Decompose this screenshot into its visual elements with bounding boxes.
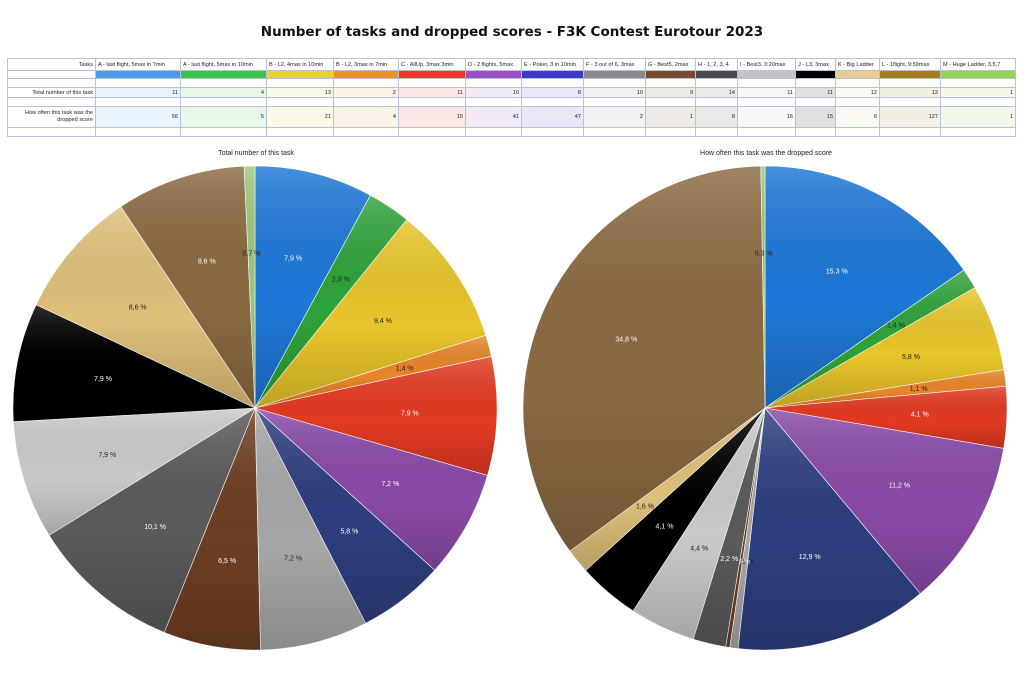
pie-dropped-slice-shading	[737, 408, 921, 651]
pie-dropped-slice-shading	[633, 408, 765, 640]
total-row: Total number of this task 11 4 13 2 11 10 8 10 9…	[7, 87, 1016, 98]
pie-dropped-slice-label: 4,4 %	[690, 546, 708, 553]
pie-total-slice-shading	[255, 408, 366, 650]
dropped-value-cell: 6	[835, 106, 880, 128]
pie-dropped-slice-label: 0,3 %	[755, 251, 773, 258]
pie-dropped-slice-shading	[765, 287, 1004, 408]
pie-dropped-slice-label: 5,8 %	[902, 354, 920, 361]
dropped-value-cell: 41	[465, 106, 522, 128]
pie-total-slice-shading	[255, 408, 488, 571]
pie-dropped-slice-label: 0,5 %	[736, 559, 754, 566]
pie-total-slice-shading	[255, 166, 371, 408]
pie-total-slice-shading	[244, 166, 255, 408]
pie-dropped-slice-label: 2,2 %	[720, 556, 738, 563]
pie-dropped-slice-label: 1,4 %	[887, 323, 905, 330]
pie-total-slice-label: 7,9 %	[401, 411, 419, 418]
pie-dropped-slice-shading	[765, 270, 975, 408]
task-table: Tasks A - last flight, 5max in 7min A - l…	[7, 58, 1016, 137]
page-title: Number of tasks and dropped scores - F3K…	[260, 24, 764, 40]
dropped-value-cell: 15	[795, 106, 836, 128]
pie-dropped-slice-shading	[760, 166, 765, 408]
pie-dropped-slice-shading	[693, 408, 765, 647]
pie-chart-dropped: 15,3 % 1,4 % 5,8 % 1,1 % 4,1 % 11,2 % 12,9 % 0,…	[522, 165, 1008, 651]
pie-dropped-slice-label: 34,8 %	[615, 337, 637, 344]
pie-total-slice-shading	[13, 304, 256, 422]
pie-total-slice-label: 6,5 %	[218, 558, 236, 565]
pie-dropped-slice-label: 4,1 %	[656, 523, 674, 530]
dropped-value-cell: 16	[737, 106, 796, 128]
dropped-value-cell: 15	[398, 106, 466, 128]
pie-total-slice-shading	[120, 166, 255, 408]
pie-total-slice-shading	[164, 408, 261, 651]
pie-dropped-slice-shading	[765, 408, 1004, 594]
pie-total-slice-label: 9,4 %	[374, 318, 392, 325]
pie-dropped-slice-label: 0,3 %	[732, 559, 750, 566]
pie-total-slice-label: 8,6 %	[198, 258, 216, 265]
pie-right-title: How often this task was the dropped scor…	[700, 150, 832, 157]
pie-dropped-slice-label: 1,1 %	[910, 386, 928, 393]
pie-dropped-slice-shading	[585, 408, 765, 611]
pie-total-slice-label: 8,6 %	[129, 304, 147, 311]
pie-total-slice-shading	[255, 356, 497, 476]
pie-total-slice-label: 10,1 %	[144, 524, 166, 531]
pie-total-slice-label: 5,8 %	[340, 528, 358, 535]
color-swatch-row	[7, 70, 1016, 79]
pie-total-slice-shading	[255, 195, 407, 408]
dropped-value-cell: 5	[180, 106, 267, 128]
pie-dropped-slice-shading	[522, 166, 765, 552]
dropped-value-cell: 21	[266, 106, 334, 128]
pie-total-slice-shading	[255, 408, 435, 624]
pie-dropped-slice-label: 4,1 %	[911, 412, 929, 419]
pie-dropped-slice-label: 12,9 %	[799, 554, 821, 561]
pie-total-slice-label: 2,9 %	[332, 277, 350, 284]
pie-total-slice-shading	[255, 219, 486, 408]
pie-dropped-slice-label: 15,3 %	[826, 268, 848, 275]
pie-total-slice-shading	[13, 408, 256, 536]
pie-total-slice-label: 7,2 %	[381, 481, 399, 488]
pie-total-slice-label: 7,9 %	[98, 452, 116, 459]
pie-total-slice-label: 7,9 %	[284, 255, 302, 262]
pie-total-slice-label: 7,2 %	[284, 556, 302, 563]
pie-dropped-slice-shading	[569, 408, 765, 571]
pie-chart-total: 7,9 % 2,9 % 9,4 % 1,4 % 7,9 % 7,2 % 5,8 % 7,2 %…	[12, 165, 498, 651]
pie-total-slice-label: 7,9 %	[94, 376, 112, 383]
pie-total-slice-shading	[36, 206, 255, 408]
pie-dropped-slice-shading	[765, 386, 1007, 449]
pie-dropped-slice-shading	[765, 166, 964, 408]
pie-left-title: Total number of this task	[218, 150, 294, 157]
pie-total-slice-shading	[255, 335, 492, 408]
dropped-value-cell: 2	[583, 106, 646, 128]
dropped-value-cell: 4	[333, 106, 399, 128]
pie-dropped-slice-label: 11,2 %	[889, 483, 910, 490]
pie-total-slice-label: 1,4 %	[396, 366, 414, 373]
pie-dropped-slice-label: 1,6 %	[636, 503, 654, 510]
pie-total-slice-label: 0,7 %	[243, 251, 261, 258]
pie-dropped-slice-shading	[765, 369, 1007, 408]
pie-total-slice-shading	[49, 408, 255, 633]
